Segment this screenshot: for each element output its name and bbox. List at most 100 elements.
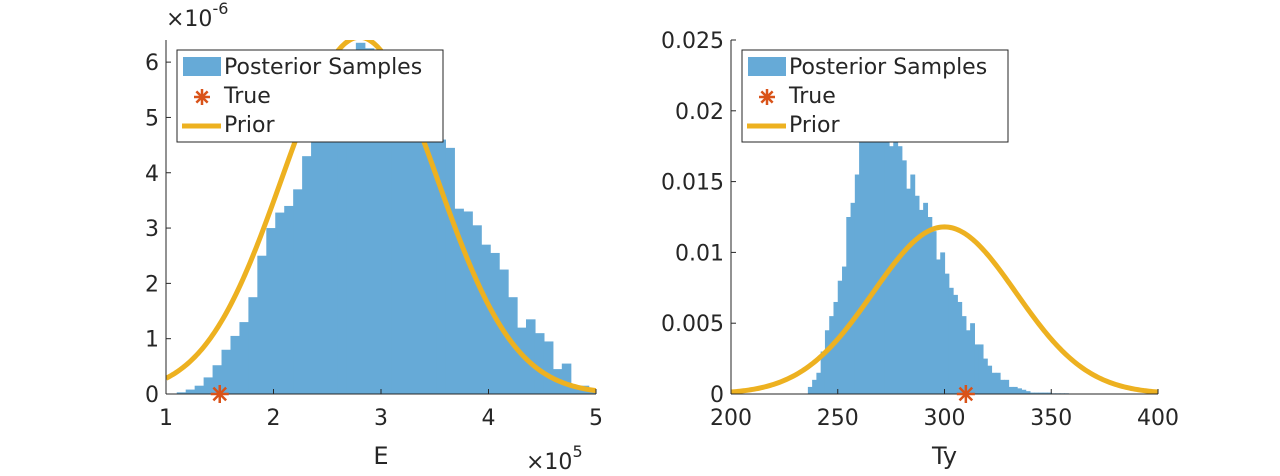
histogram-bar	[957, 301, 963, 394]
histogram-bar	[1046, 392, 1052, 394]
histogram-bar	[239, 322, 249, 394]
histogram-bar	[923, 202, 929, 394]
y-tick-label: 0.005	[661, 312, 724, 337]
histogram-bar	[400, 117, 411, 394]
histogram-bar	[328, 89, 339, 394]
histogram-bar	[185, 389, 196, 394]
prior-curve	[731, 224, 1158, 394]
histogram-bar	[859, 124, 864, 394]
histogram-bar	[829, 316, 835, 394]
y-tick-label: 0	[145, 383, 159, 408]
histogram-bar	[445, 147, 455, 394]
histogram-bar	[854, 174, 860, 394]
histogram-bar	[1008, 386, 1014, 394]
histogram-bar	[570, 385, 581, 394]
histogram-bar	[543, 341, 554, 394]
histogram-bar	[816, 372, 822, 394]
legend-label-posterior: Posterior Samples	[224, 55, 422, 80]
histogram-bar	[910, 174, 916, 394]
legend-box	[176, 49, 444, 143]
y-tick-label: 1	[145, 328, 159, 353]
histogram-bar	[320, 87, 330, 394]
histogram-bar	[257, 255, 267, 394]
histogram-bar	[978, 344, 984, 394]
histogram-bar	[871, 89, 877, 394]
legend-label-prior: Prior	[789, 113, 840, 138]
histogram-bar	[1004, 379, 1010, 394]
x-tick-label: 200	[710, 406, 752, 431]
histogram-bar	[846, 217, 852, 394]
histogram-bar	[863, 117, 869, 394]
histogram-bar	[1025, 391, 1031, 394]
y-tick-label: 5	[145, 106, 159, 131]
histogram-bar	[965, 330, 971, 394]
x-tick-label: 5	[589, 406, 603, 431]
legend-label-posterior: Posterior Samples	[789, 55, 987, 80]
x-tick-label: 250	[817, 406, 859, 431]
true-value-marker	[956, 385, 975, 403]
histogram-bar	[1021, 389, 1027, 394]
histogram-bar	[203, 377, 214, 394]
histogram-bar	[940, 252, 946, 394]
histogram-bar	[1034, 392, 1040, 394]
histogram-bar	[1038, 392, 1044, 394]
histogram-bar	[991, 372, 997, 394]
x-tick-label: 2	[267, 406, 281, 431]
histogram-bar	[927, 217, 933, 394]
y-tick-label: 0.01	[675, 241, 724, 266]
histogram-bar	[820, 351, 826, 394]
histogram-bar	[534, 333, 545, 394]
histogram-bar	[248, 297, 258, 394]
legend: Posterior Samples True Prior	[741, 49, 1009, 143]
histogram-bar	[346, 117, 357, 394]
histogram-bar	[436, 139, 446, 394]
y-tick-label: 0.015	[661, 171, 724, 196]
histogram-bar	[948, 287, 954, 394]
histogram-bar	[409, 106, 420, 394]
histogram-bar	[884, 132, 890, 394]
histogram-bar	[517, 327, 527, 394]
histogram-bar	[284, 205, 294, 394]
legend-label-prior: Prior	[224, 113, 275, 138]
histogram-bar	[833, 301, 839, 394]
histogram-bar	[1000, 379, 1005, 394]
legend-swatch-posterior	[748, 57, 786, 76]
histogram-bar	[472, 225, 482, 394]
legend-box	[741, 49, 1009, 143]
histogram-bar	[382, 87, 393, 394]
y-tick-label: 3	[145, 217, 159, 242]
histogram-bar	[974, 344, 980, 394]
histogram-bar	[525, 319, 536, 394]
x-tick-label: 3	[374, 406, 388, 431]
histogram-bar	[293, 189, 303, 394]
histogram-bar	[1042, 392, 1048, 394]
histogram-bar	[807, 386, 813, 394]
histogram-bar	[944, 273, 950, 394]
legend-label-true: True	[788, 84, 836, 109]
histogram-bar	[931, 231, 937, 394]
histogram-bar	[418, 106, 429, 394]
histogram-bar	[355, 42, 366, 394]
histogram-bar	[995, 372, 1001, 394]
legend-label-true: True	[223, 84, 271, 109]
legend: Posterior Samples True Prior	[176, 49, 444, 143]
histogram-bar	[1012, 386, 1018, 394]
histogram-bar	[918, 209, 924, 394]
y-exponent-label: ×10-6	[166, 0, 228, 32]
legend-swatch-true	[194, 89, 210, 105]
histogram-bar	[880, 103, 886, 394]
y-tick-label: 0.025	[661, 29, 724, 54]
x-tick-label: 1	[159, 406, 173, 431]
histogram-bar	[953, 294, 958, 394]
histogram-bar	[337, 114, 348, 394]
y-tick-label: 0.02	[675, 100, 724, 125]
histogram-bar	[212, 365, 223, 394]
x-tick-label: 350	[1030, 406, 1072, 431]
histogram-bar	[876, 82, 882, 394]
histogram-bar	[373, 67, 384, 394]
y-tick-label: 6	[145, 51, 159, 76]
histogram-bar	[867, 103, 873, 394]
y-tick-label: 4	[145, 162, 159, 187]
